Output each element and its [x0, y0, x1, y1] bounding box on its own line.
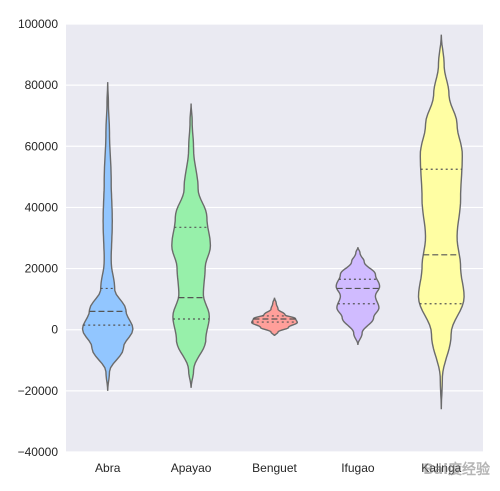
x-tick-label: Ifugao: [341, 461, 375, 475]
x-tick-label: Abra: [95, 461, 121, 475]
x-tick-label: Kalinga: [421, 461, 461, 475]
violin-ifugao: [335, 247, 381, 346]
watermark-logo: Bai度经验: [423, 462, 490, 478]
y-tick-label: 40000: [25, 200, 59, 214]
y-tick-label: 0: [51, 323, 58, 337]
violin-kalinga: [417, 34, 465, 410]
y-tick-label: 20000: [25, 262, 59, 276]
x-tick-label: Apayao: [171, 461, 212, 475]
violins: [81, 34, 465, 410]
violin-apayao: [171, 103, 212, 388]
violin-body: [171, 103, 212, 388]
violin-body: [335, 247, 381, 346]
y-tick-labels: −40000 −20000 0 20000 40000 60000 80000 100000: [18, 17, 59, 459]
y-tick-label: −40000: [18, 445, 59, 459]
violin-benguet: [250, 297, 299, 336]
y-tick-label: 60000: [25, 139, 59, 153]
y-tick-label: 80000: [25, 78, 59, 92]
x-tick-label: Benguet: [252, 461, 297, 475]
plot-background: [66, 24, 483, 452]
violin-abra: [81, 82, 134, 391]
y-tick-label: −20000: [18, 384, 59, 398]
x-tick-labels: Abra Apayao Benguet Ifugao Kalinga: [95, 461, 462, 475]
violin-body: [250, 297, 299, 336]
violin-body: [417, 34, 465, 410]
y-tick-label: 100000: [18, 17, 58, 31]
